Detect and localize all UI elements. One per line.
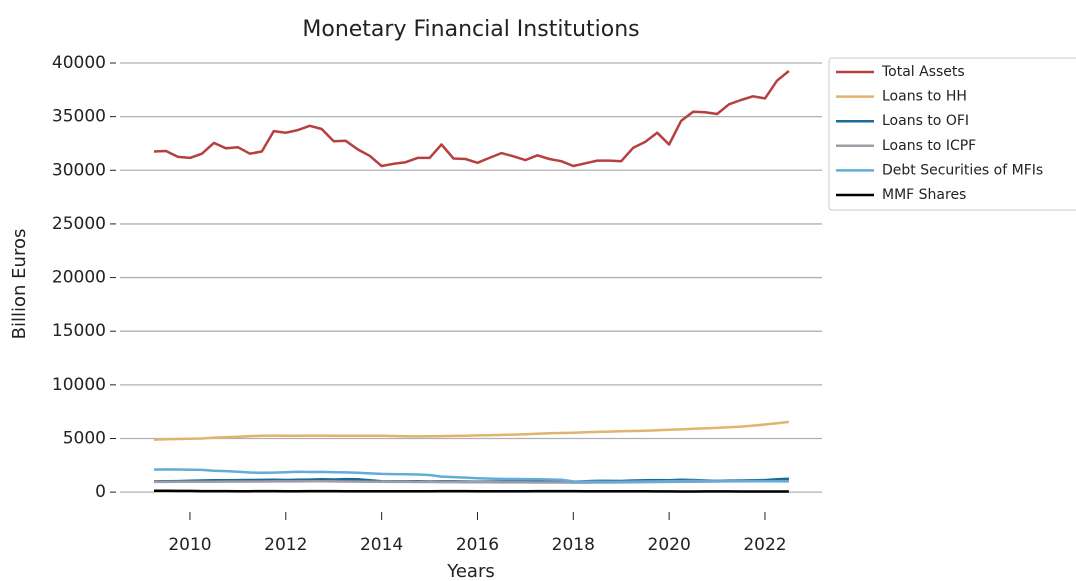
x-tick-label: 2016: [456, 535, 499, 555]
x-tick-label: 2022: [743, 535, 786, 555]
legend-label: Total Assets: [881, 64, 965, 80]
x-tick-label: 2012: [264, 535, 307, 555]
y-tick-label: 40000: [52, 53, 106, 73]
legend-box: [828, 57, 1076, 211]
x-tick-label: 2010: [168, 535, 211, 555]
y-tick-label: 0: [95, 482, 106, 502]
series-line: [153, 420, 790, 441]
series-line: [153, 468, 789, 484]
series-line: [153, 70, 790, 168]
y-tick-label: 25000: [52, 214, 106, 234]
y-axis-label: Billion Euros: [9, 229, 30, 340]
x-tick-label: 2018: [552, 535, 595, 555]
legend-label: MMF Shares: [882, 187, 966, 203]
y-tick-label: 15000: [52, 321, 106, 341]
x-tick-label: 2014: [360, 535, 403, 555]
y-tick-label: 35000: [52, 107, 106, 127]
y-tick-label: 30000: [52, 160, 106, 180]
legend-label: Loans to OFI: [882, 113, 969, 129]
legend-label: Loans to ICPF: [882, 138, 976, 154]
series-line: [154, 489, 789, 493]
y-tick-label: 10000: [52, 375, 106, 395]
y-tick-label: 20000: [52, 268, 106, 288]
legend-label: Debt Securities of MFIs: [882, 162, 1043, 178]
legend-label: Loans to HH: [882, 89, 967, 105]
x-tick-label: 2020: [648, 535, 691, 555]
y-tick-label: 5000: [63, 428, 106, 448]
chart-title: Monetary Financial Institutions: [302, 17, 639, 42]
x-axis-label: Years: [446, 561, 495, 581]
